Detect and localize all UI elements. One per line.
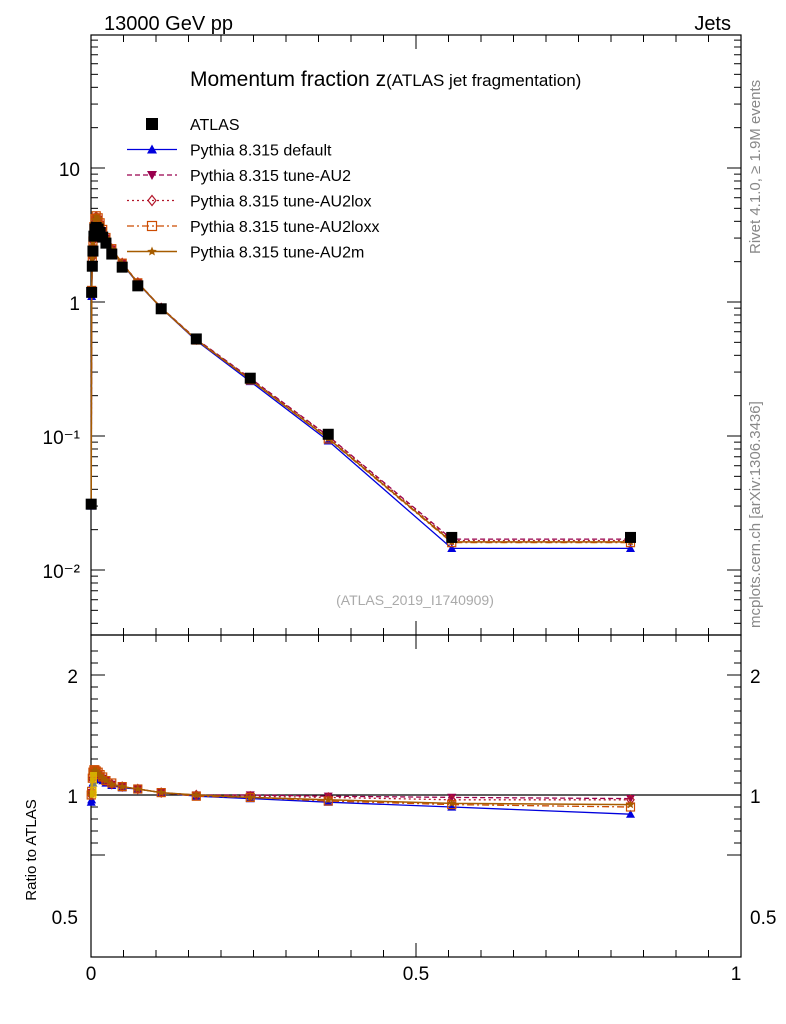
main-panel-frame <box>90 34 742 636</box>
ratio-axis-ticks <box>90 635 742 957</box>
point-data <box>88 230 100 242</box>
rivet-version-label: Rivet 4.1.0, ≥ 1.9M events <box>747 80 764 254</box>
series-line-default <box>90 218 631 550</box>
ratio-point-au2m <box>133 784 143 793</box>
legend: ATLAS Pythia 8.315 default Pythia 8.315 tu… <box>127 117 379 262</box>
point-data <box>625 531 636 543</box>
point-data <box>85 498 97 510</box>
chart-title-main: Momentum fraction z <box>190 68 386 91</box>
ratio-point-au2m <box>101 776 111 785</box>
x-tick-label-0: 0 <box>86 964 97 985</box>
legend-label-au2lox: Pythia 8.315 tune-AU2lox <box>190 194 371 211</box>
legend-label-au2: Pythia 8.315 tune-AU2 <box>190 168 351 185</box>
series-line-au2m <box>90 215 631 543</box>
point-data <box>86 260 98 272</box>
point-default <box>626 543 635 552</box>
ratio-line-au2 <box>90 770 631 800</box>
category-label: Jets <box>694 13 731 35</box>
ratio-point-au2m <box>95 771 105 780</box>
point-data <box>106 248 118 260</box>
ratio-point-default <box>626 809 635 818</box>
main-series-group <box>85 210 636 552</box>
point-data <box>190 333 202 345</box>
ratio-point-au2m <box>98 773 107 782</box>
point-data <box>446 531 458 543</box>
ratio-point-au2m <box>246 792 255 801</box>
y-tick-label-0.01: 10⁻² <box>43 562 81 583</box>
ratio-point-au2 <box>447 793 457 802</box>
ratio-y-tick-label-0.5-right: 0.5 <box>750 908 776 929</box>
ratio-series-group <box>86 765 636 818</box>
point-au2m <box>88 253 97 262</box>
point-default <box>447 543 457 552</box>
point-data <box>322 428 334 440</box>
ratio-point-au2lox <box>245 790 255 802</box>
mcplots-label: mcplots.cern.ch [arXiv:1306.3436] <box>747 401 764 628</box>
chart-title: Momentum fraction z(ATLAS jet fragmentat… <box>190 68 581 91</box>
ratio-point-au2m <box>192 790 201 799</box>
legend-marker-au2 <box>147 171 157 180</box>
ratio-y-tick-label-1-right: 1 <box>750 787 761 808</box>
point-data <box>97 231 109 243</box>
series-line-au2lox <box>90 215 631 542</box>
legend-label-au2m: Pythia 8.315 tune-AU2m <box>190 245 364 262</box>
ratio-point-au2m <box>626 800 635 809</box>
ratio-y-tick-label-2-right: 2 <box>750 667 761 688</box>
ratio-point-au2m <box>91 766 101 775</box>
legend-marker-au2lox <box>147 194 157 207</box>
legend-label-data: ATLAS <box>190 117 240 134</box>
x-tick-label-1: 1 <box>731 964 742 985</box>
point-data <box>116 261 128 273</box>
point-data <box>87 245 99 257</box>
ratio-point-au2 <box>626 795 635 804</box>
point-au2m <box>91 212 101 221</box>
legend-label-default: Pythia 8.315 default <box>190 143 332 160</box>
point-data <box>100 237 112 249</box>
ratio-point-au2m <box>447 798 456 807</box>
ratio-point-au2m <box>107 779 117 788</box>
ratio-point-au2m <box>156 788 166 797</box>
legend-label-au2loxx: Pythia 8.315 tune-AU2loxx <box>190 219 379 236</box>
point-data <box>155 303 167 315</box>
ratio-y-tick-label-0.5: 0.5 <box>52 908 78 929</box>
ratio-point-au2m <box>324 795 333 804</box>
point-data <box>132 280 144 292</box>
main-axis-ticks <box>90 35 742 635</box>
analysis-label: (ATLAS_2019_I1740909) <box>336 592 494 608</box>
chart-title-sub: (ATLAS jet fragmentation) <box>386 71 581 90</box>
legend-marker-data <box>146 118 158 130</box>
legend-marker-au2m <box>147 246 157 256</box>
point-data <box>86 286 98 298</box>
point-data <box>244 372 256 384</box>
y-tick-label-0.1: 10⁻¹ <box>43 428 81 449</box>
ratio-y-axis-label: Ratio to ATLAS <box>23 799 40 900</box>
legend-marker-default <box>147 144 157 154</box>
legend-marker-au2loxx <box>146 220 158 232</box>
y-tick-label-1: 1 <box>69 294 80 315</box>
ratio-point-au2m <box>117 782 127 791</box>
ratio-point-au2lox <box>323 791 333 803</box>
series-line-au2 <box>90 215 631 540</box>
x-tick-label-0.5: 0.5 <box>403 964 429 985</box>
ratio-y-tick-label-1: 1 <box>67 787 78 808</box>
series-line-au2loxx <box>90 214 631 544</box>
energy-label: 13000 GeV pp <box>104 13 233 35</box>
ratio-data-band <box>90 772 97 798</box>
y-tick-label-10: 10 <box>59 160 80 181</box>
ratio-y-tick-label-2: 2 <box>67 667 78 688</box>
